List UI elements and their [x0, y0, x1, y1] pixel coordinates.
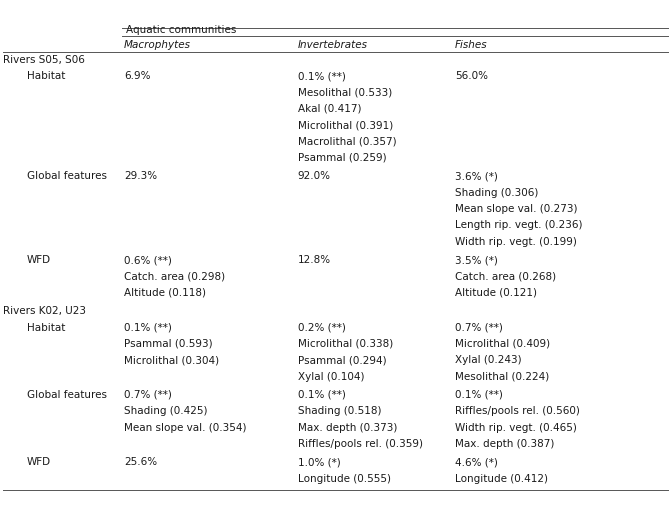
Text: 0.1% (**): 0.1% (**): [124, 323, 172, 333]
Text: 0.7% (**): 0.7% (**): [124, 390, 172, 400]
Text: 3.5% (*): 3.5% (*): [455, 255, 498, 265]
Text: Aquatic communities: Aquatic communities: [126, 25, 236, 35]
Text: Catch. area (0.268): Catch. area (0.268): [455, 271, 556, 281]
Text: 29.3%: 29.3%: [124, 171, 157, 181]
Text: Longitude (0.555): Longitude (0.555): [298, 474, 391, 484]
Text: 12.8%: 12.8%: [298, 255, 331, 265]
Text: Max. depth (0.373): Max. depth (0.373): [298, 423, 397, 433]
Text: Max. depth (0.387): Max. depth (0.387): [455, 439, 555, 449]
Text: 0.7% (**): 0.7% (**): [455, 323, 503, 333]
Text: 56.0%: 56.0%: [455, 71, 488, 81]
Text: Habitat: Habitat: [27, 323, 65, 333]
Text: Invertebrates: Invertebrates: [298, 40, 368, 50]
Text: Global features: Global features: [27, 390, 107, 400]
Text: Mesolithal (0.224): Mesolithal (0.224): [455, 372, 549, 382]
Text: Akal (0.417): Akal (0.417): [298, 104, 361, 114]
Text: Psammal (0.294): Psammal (0.294): [298, 355, 386, 365]
Text: Rivers K02, U23: Rivers K02, U23: [3, 306, 86, 316]
Text: Psammal (0.593): Psammal (0.593): [124, 339, 212, 349]
Text: Habitat: Habitat: [27, 71, 65, 81]
Text: 1.0% (*): 1.0% (*): [298, 457, 341, 467]
Text: Rivers S05, S06: Rivers S05, S06: [3, 55, 85, 65]
Text: Microlithal (0.391): Microlithal (0.391): [298, 120, 393, 130]
Text: 6.9%: 6.9%: [124, 71, 151, 81]
Text: Psammal (0.259): Psammal (0.259): [298, 153, 386, 163]
Text: Microlithal (0.304): Microlithal (0.304): [124, 355, 219, 365]
Text: 0.2% (**): 0.2% (**): [298, 323, 346, 333]
Text: Macrophytes: Macrophytes: [124, 40, 191, 50]
Text: WFD: WFD: [27, 457, 51, 467]
Text: 4.6% (*): 4.6% (*): [455, 457, 498, 467]
Text: Shading (0.425): Shading (0.425): [124, 406, 207, 416]
Text: Global features: Global features: [27, 171, 107, 181]
Text: Width rip. vegt. (0.199): Width rip. vegt. (0.199): [455, 237, 577, 247]
Text: 25.6%: 25.6%: [124, 457, 157, 467]
Text: 0.1% (**): 0.1% (**): [298, 71, 346, 81]
Text: 92.0%: 92.0%: [298, 171, 330, 181]
Text: Mesolithal (0.533): Mesolithal (0.533): [298, 87, 392, 97]
Text: Mean slope val. (0.273): Mean slope val. (0.273): [455, 204, 577, 214]
Text: Xylal (0.243): Xylal (0.243): [455, 355, 522, 365]
Text: Altitude (0.118): Altitude (0.118): [124, 288, 206, 298]
Text: Fishes: Fishes: [455, 40, 488, 50]
Text: Altitude (0.121): Altitude (0.121): [455, 288, 537, 298]
Text: Riffles/pools rel. (0.560): Riffles/pools rel. (0.560): [455, 406, 580, 416]
Text: Longitude (0.412): Longitude (0.412): [455, 474, 548, 484]
Text: 0.6% (**): 0.6% (**): [124, 255, 172, 265]
Text: Xylal (0.104): Xylal (0.104): [298, 372, 364, 382]
Text: Microlithal (0.409): Microlithal (0.409): [455, 339, 550, 349]
Text: Mean slope val. (0.354): Mean slope val. (0.354): [124, 423, 246, 433]
Text: Length rip. vegt. (0.236): Length rip. vegt. (0.236): [455, 220, 583, 230]
Text: Catch. area (0.298): Catch. area (0.298): [124, 271, 225, 281]
Text: Microlithal (0.338): Microlithal (0.338): [298, 339, 393, 349]
Text: Width rip. vegt. (0.465): Width rip. vegt. (0.465): [455, 423, 577, 433]
Text: 3.6% (*): 3.6% (*): [455, 171, 498, 181]
Text: 0.1% (**): 0.1% (**): [298, 390, 346, 400]
Text: Macrolithal (0.357): Macrolithal (0.357): [298, 136, 396, 147]
Text: Shading (0.306): Shading (0.306): [455, 188, 539, 198]
Text: WFD: WFD: [27, 255, 51, 265]
Text: 0.1% (**): 0.1% (**): [455, 390, 503, 400]
Text: Riffles/pools rel. (0.359): Riffles/pools rel. (0.359): [298, 439, 423, 449]
Text: Shading (0.518): Shading (0.518): [298, 406, 381, 416]
